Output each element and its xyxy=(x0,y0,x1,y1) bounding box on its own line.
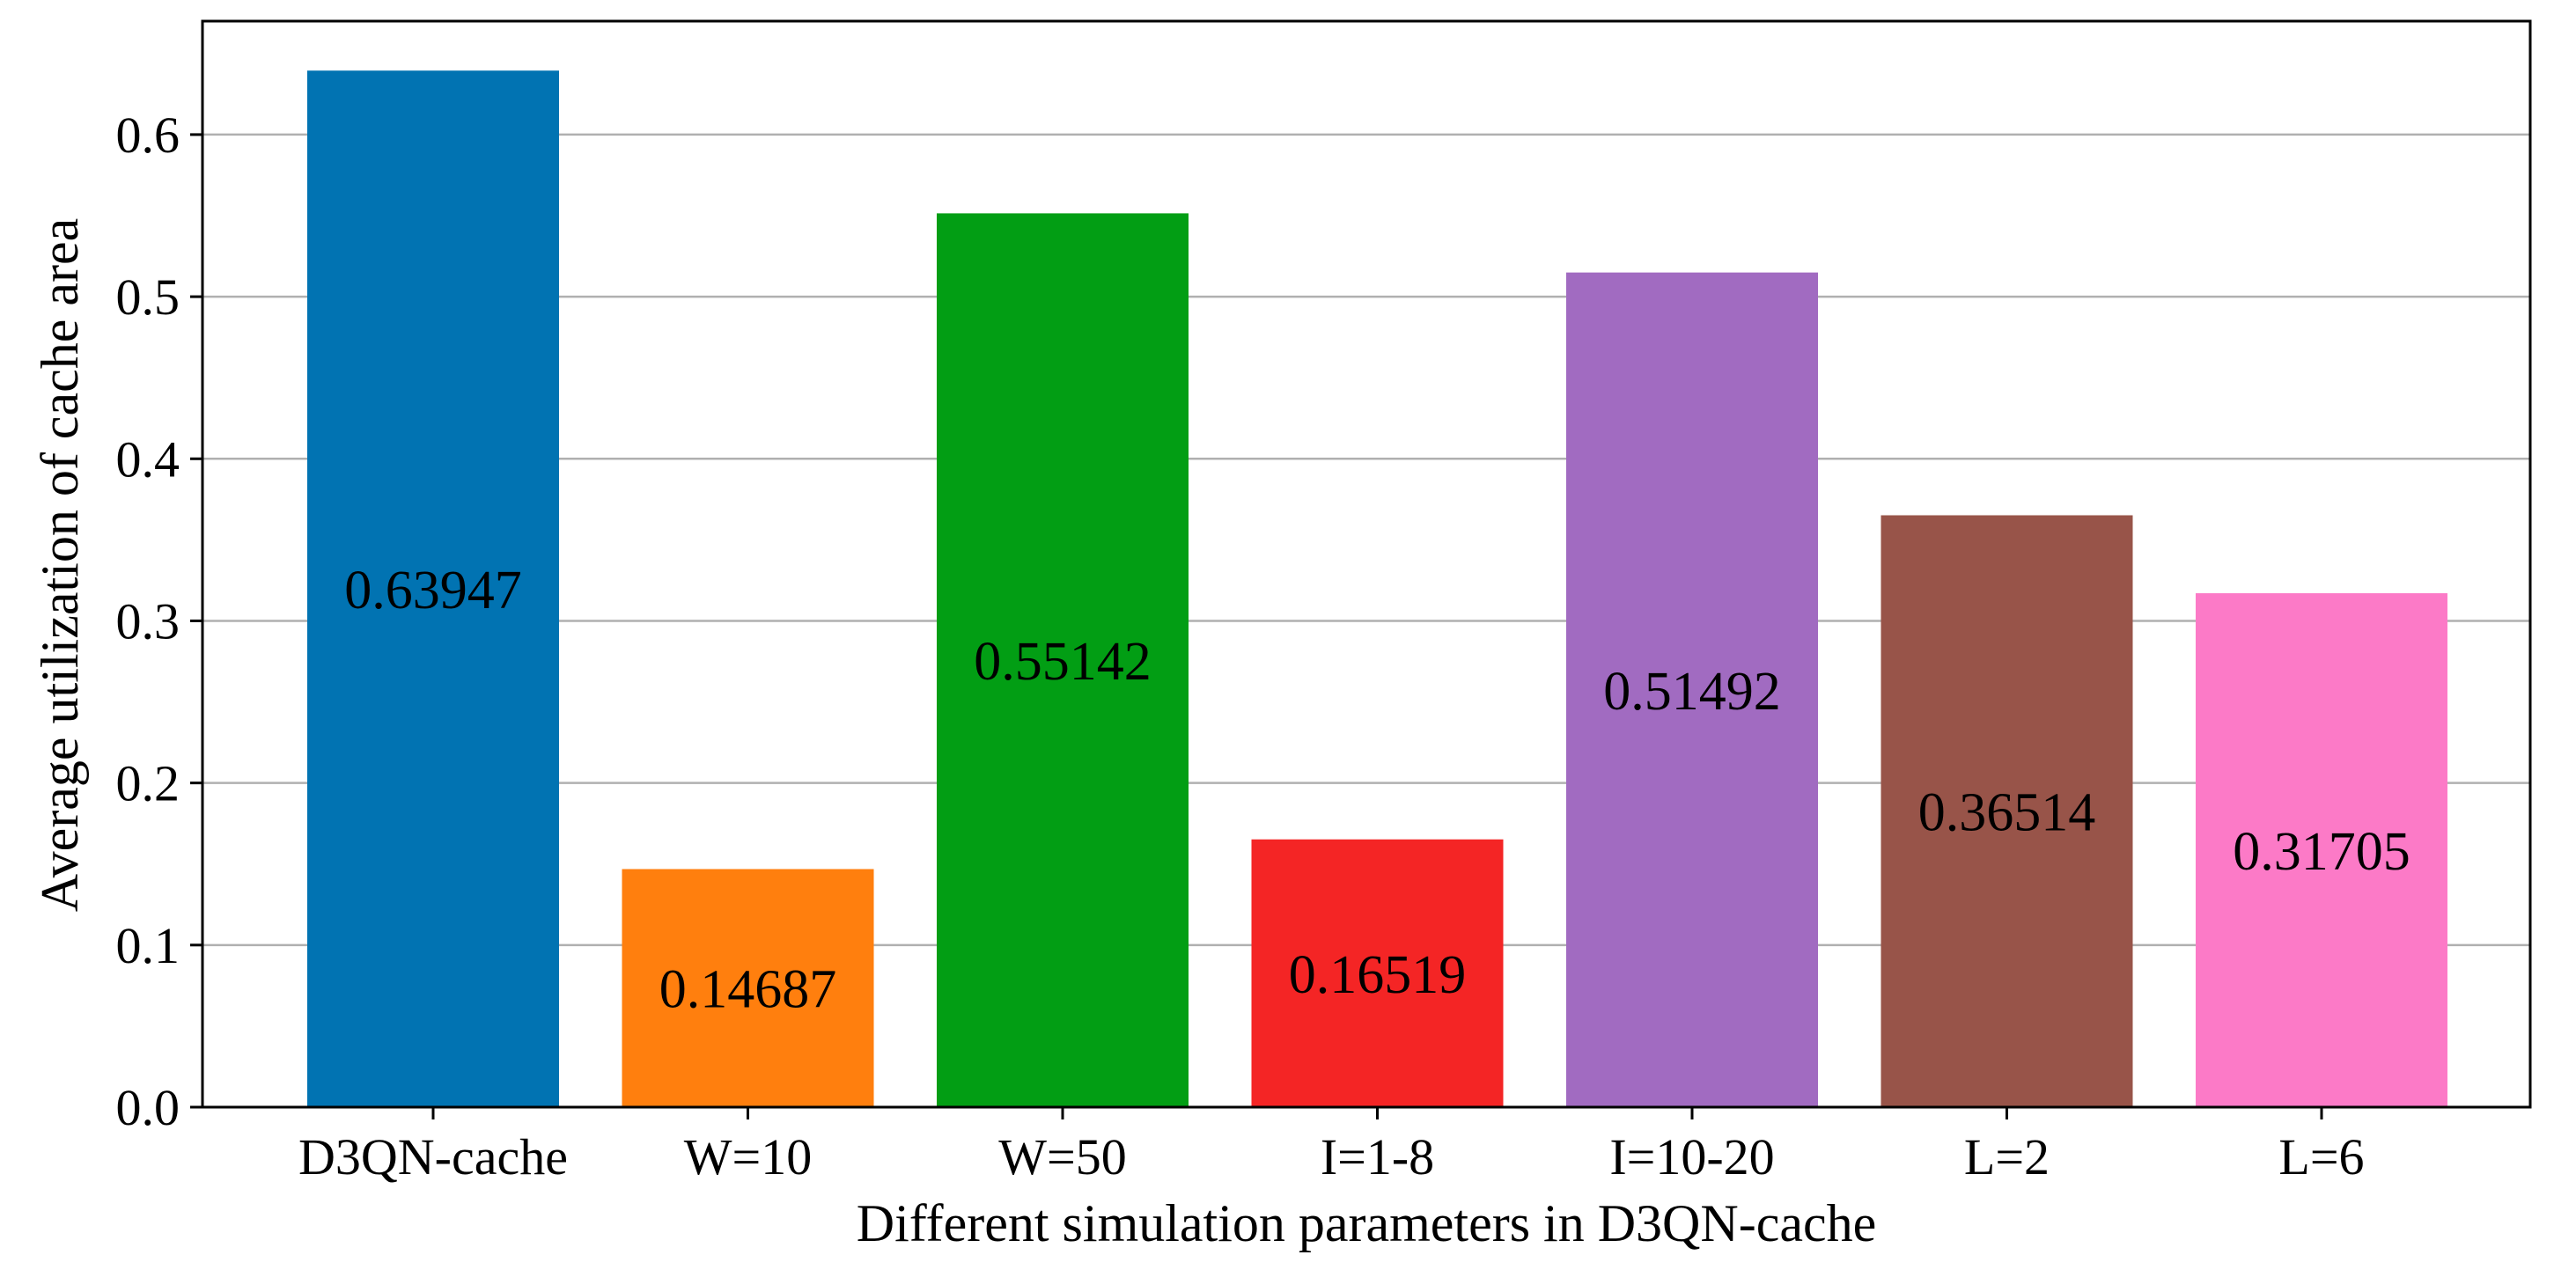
bar-value-label: 0.31705 xyxy=(2233,822,2410,882)
bar-value-label: 0.55142 xyxy=(974,632,1152,692)
bar xyxy=(1566,272,1818,1107)
x-axis-label: Different simulation parameters in D3QN-… xyxy=(857,1194,1876,1252)
y-tick-label: 0.5 xyxy=(116,268,180,326)
x-axis-ticks: D3QN-cache W=10 W=50 I=1-8 I=10-20 L=2 L=6 xyxy=(298,1107,2365,1185)
grid-lines xyxy=(202,133,2530,947)
y-axis-label: Average utilization of cache area xyxy=(31,218,89,912)
plot-area-frame xyxy=(201,19,2532,1109)
x-tick-label: W=50 xyxy=(998,1128,1126,1185)
bar xyxy=(622,869,874,1107)
bar xyxy=(937,213,1189,1107)
bar-value-label: 0.51492 xyxy=(1603,662,1781,722)
y-tick-label: 0.3 xyxy=(116,592,180,650)
x-tick-label: I=10-20 xyxy=(1609,1128,1774,1185)
bar xyxy=(1251,839,1504,1107)
y-tick-label: 0.2 xyxy=(116,755,180,812)
x-tick-label: I=1-8 xyxy=(1321,1128,1434,1185)
bar xyxy=(307,70,559,1108)
bar xyxy=(2196,593,2447,1107)
x-tick-label: D3QN-cache xyxy=(298,1128,568,1185)
value-labels: 0.63947 0.14687 0.55142 0.16519 0.51492 0.365… xyxy=(344,561,2410,1020)
bar-value-label: 0.14687 xyxy=(659,960,837,1020)
y-tick-label: 0.4 xyxy=(116,430,180,488)
y-tick-label: 0.6 xyxy=(116,106,180,164)
bars xyxy=(307,70,2447,1108)
bar-value-label: 0.63947 xyxy=(344,561,522,620)
y-axis-ticks: 0.0 0.1 0.2 0.3 0.4 0.5 0.6 xyxy=(116,106,202,1136)
x-tick-label: L=2 xyxy=(1964,1128,2050,1185)
bar-value-label: 0.36514 xyxy=(1918,783,2096,843)
x-tick-label: W=10 xyxy=(684,1128,812,1185)
x-tick-label: L=6 xyxy=(2278,1128,2364,1185)
y-tick-label: 0.0 xyxy=(116,1079,180,1136)
bar xyxy=(1880,515,2133,1107)
bar-value-label: 0.16519 xyxy=(1289,945,1467,1005)
y-tick-label: 0.1 xyxy=(116,917,180,974)
